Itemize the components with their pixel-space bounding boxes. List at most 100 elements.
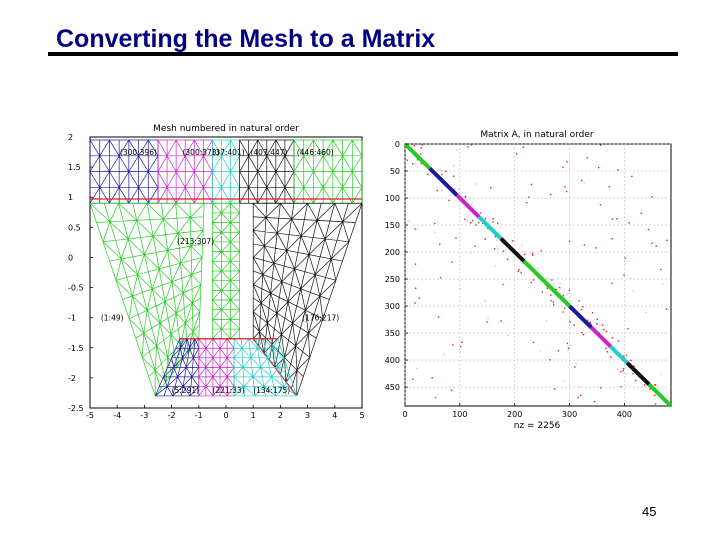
matrix-entry: [440, 189, 443, 192]
matrix-entry: [606, 351, 608, 353]
matrix-entry: [416, 228, 419, 230]
matrix-diagonal-block: [403, 142, 432, 170]
matrix-entry: [598, 166, 600, 169]
matrix-entry: [622, 367, 625, 370]
matrix-entry: [494, 235, 496, 238]
matrix-entry: [670, 405, 672, 407]
matrix-entry: [464, 195, 467, 198]
matrix-entry: [522, 146, 524, 148]
matrix-entry: [599, 204, 602, 206]
matrix-entry: [434, 396, 437, 399]
matrix-entry: [625, 373, 628, 375]
matrix-entry: [537, 267, 540, 269]
matrix-frame: Matrix A, in natural order nz = 2256: [404, 130, 672, 431]
matrix-entry: [512, 240, 514, 242]
matrix-entry: [558, 286, 561, 289]
matrix-entry: [507, 334, 509, 337]
matrix-entry: [557, 278, 560, 280]
matrix-entry: [416, 367, 418, 370]
matrix-entry: [464, 218, 466, 220]
matrix-entry: [413, 144, 416, 147]
matrix-entry: [456, 149, 458, 151]
matrix-entry: [452, 344, 454, 346]
matrix-entry: [436, 189, 438, 192]
matrix-entry: [567, 349, 569, 351]
matrix-ytick-label: 100: [385, 194, 400, 203]
slide-title: Converting the Mesh to a Matrix: [56, 25, 436, 53]
matrix-entry: [562, 311, 564, 313]
matrix-entry: [605, 330, 608, 333]
matrix-entry: [497, 248, 499, 250]
matrix-entry: [591, 312, 594, 314]
matrix-entry: [414, 287, 417, 289]
matrix-entry: [557, 350, 560, 352]
matrix-entry: [623, 274, 625, 276]
mesh-bottom-blue: [154, 338, 200, 397]
matrix-entry: [562, 380, 565, 382]
matrix-entry: [589, 321, 591, 323]
matrix-entry: [654, 403, 657, 405]
mesh-ytick-label: 1.5: [68, 163, 81, 172]
matrix-entry: [459, 345, 462, 348]
matrix-entry: [552, 301, 555, 303]
matrix-entry: [564, 185, 566, 188]
matrix-entry: [622, 370, 624, 372]
matrix-diagonal-block: [455, 193, 481, 219]
matrix-entry: [526, 202, 528, 204]
matrix-diagonal-block: [428, 166, 459, 197]
matrix-ytick-label: 150: [385, 221, 400, 230]
matrix-entry: [564, 297, 566, 299]
matrix-entry: [467, 146, 469, 148]
matrix-entry: [620, 370, 622, 373]
mesh-xtick-label: -5: [86, 411, 94, 420]
matrix-xtick-label: 400: [617, 410, 632, 419]
matrix-entry: [595, 247, 597, 249]
matrix-entry: [620, 386, 622, 388]
matrix-axes: 0 100 200 300 400 0 50 100 150 200 250 300 350 400 450: [385, 140, 632, 419]
matrix-entry: [573, 324, 575, 326]
matrix-entry: [654, 384, 657, 386]
matrix-entry: [518, 269, 520, 271]
matrix-entry: [550, 193, 552, 196]
matrix-entry: [550, 299, 552, 302]
matrix-entry: [616, 368, 619, 371]
title-underline: [48, 52, 678, 56]
matrix-entry: [513, 156, 516, 158]
matrix-entry: [569, 321, 571, 323]
matrix-entry: [499, 226, 501, 229]
mesh-bottom-magenta: [198, 338, 235, 397]
matrix-entry: [421, 144, 423, 146]
matrix-entry: [633, 365, 635, 367]
matrix-entry: [649, 388, 651, 390]
matrix-entry: [617, 340, 620, 342]
matrix-entry: [466, 220, 469, 222]
matrix-entry: [474, 245, 476, 247]
matrix-entry: [517, 270, 519, 273]
matrix-diagonal-block: [625, 361, 651, 386]
matrix-entry: [441, 173, 443, 176]
matrix-entry: [414, 228, 416, 230]
mesh-xtick-label: 0: [223, 411, 228, 420]
mesh-region-label: (1:49): [101, 314, 124, 323]
matrix-entry: [486, 321, 488, 323]
matrix-entry: [630, 359, 632, 362]
mesh-right-leg: [252, 202, 363, 397]
matrix-ytick-label: 0: [395, 140, 400, 149]
matrix-entry: [627, 327, 629, 330]
matrix-entry: [568, 240, 571, 243]
matrix-entry: [640, 212, 642, 214]
matrix-entry: [539, 349, 542, 352]
matrix-entry: [599, 144, 602, 146]
matrix-entry: [616, 218, 618, 220]
matrix-entry: [427, 173, 429, 176]
matrix-entry: [494, 265, 497, 267]
matrix-entry: [541, 291, 544, 293]
matrix-entry: [587, 319, 589, 321]
matrix-entry: [434, 231, 436, 234]
mesh-xtick-label: 3: [305, 411, 310, 420]
matrix-entry: [502, 250, 505, 252]
matrix-entry: [625, 354, 628, 356]
mesh-xtick-label: -4: [113, 411, 121, 420]
mesh-region-label: (221:33): [212, 386, 244, 395]
matrix-xtick-label: 100: [452, 410, 467, 419]
